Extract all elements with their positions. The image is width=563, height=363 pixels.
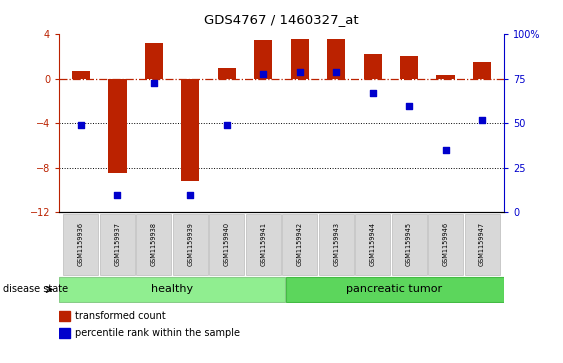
Text: disease state: disease state	[3, 285, 68, 294]
Point	[113, 192, 122, 197]
Bar	[254, 40, 272, 79]
Text: healthy: healthy	[151, 285, 193, 294]
Point	[441, 147, 450, 153]
Bar	[392, 213, 427, 275]
Bar	[59, 311, 70, 321]
Text: GSM1159939: GSM1159939	[187, 222, 193, 266]
Bar	[428, 213, 463, 275]
Bar	[355, 213, 390, 275]
Bar	[72, 71, 90, 79]
Bar	[282, 213, 317, 275]
Bar	[218, 68, 236, 79]
Bar	[173, 213, 208, 275]
Text: GSM1159943: GSM1159943	[333, 222, 339, 266]
Bar	[60, 277, 285, 302]
Text: GSM1159936: GSM1159936	[78, 222, 84, 266]
Text: GDS4767 / 1460327_at: GDS4767 / 1460327_at	[204, 13, 359, 26]
Text: GSM1159947: GSM1159947	[479, 222, 485, 266]
Bar	[285, 277, 503, 302]
Text: GSM1159937: GSM1159937	[114, 222, 120, 266]
Bar	[291, 39, 309, 79]
Text: GSM1159945: GSM1159945	[406, 222, 412, 266]
Text: GSM1159941: GSM1159941	[260, 222, 266, 266]
Point	[149, 79, 158, 85]
Text: transformed count: transformed count	[75, 311, 166, 321]
Bar	[108, 79, 127, 174]
Bar	[436, 74, 455, 79]
Bar	[319, 213, 354, 275]
Point	[186, 192, 195, 197]
Point	[222, 122, 231, 128]
Bar	[209, 213, 244, 275]
Point	[77, 122, 86, 128]
Bar	[400, 56, 418, 79]
Bar	[473, 62, 491, 79]
Point	[405, 103, 414, 109]
Text: percentile rank within the sample: percentile rank within the sample	[75, 328, 240, 338]
Point	[295, 69, 304, 75]
Bar	[136, 213, 171, 275]
Bar	[246, 213, 281, 275]
Point	[477, 117, 486, 123]
Bar	[327, 39, 345, 79]
Text: GSM1159942: GSM1159942	[297, 222, 303, 266]
Bar	[364, 54, 382, 79]
Point	[259, 71, 268, 77]
Text: GSM1159944: GSM1159944	[370, 222, 376, 266]
Bar	[181, 79, 199, 181]
Text: GSM1159938: GSM1159938	[151, 222, 157, 266]
Bar	[59, 328, 70, 338]
Text: GSM1159946: GSM1159946	[443, 222, 449, 266]
Text: GSM1159940: GSM1159940	[224, 222, 230, 266]
Bar	[464, 213, 499, 275]
Text: pancreatic tumor: pancreatic tumor	[346, 285, 443, 294]
Bar	[64, 213, 99, 275]
Bar	[100, 213, 135, 275]
Point	[332, 69, 341, 75]
Point	[368, 90, 377, 96]
Bar	[145, 43, 163, 79]
